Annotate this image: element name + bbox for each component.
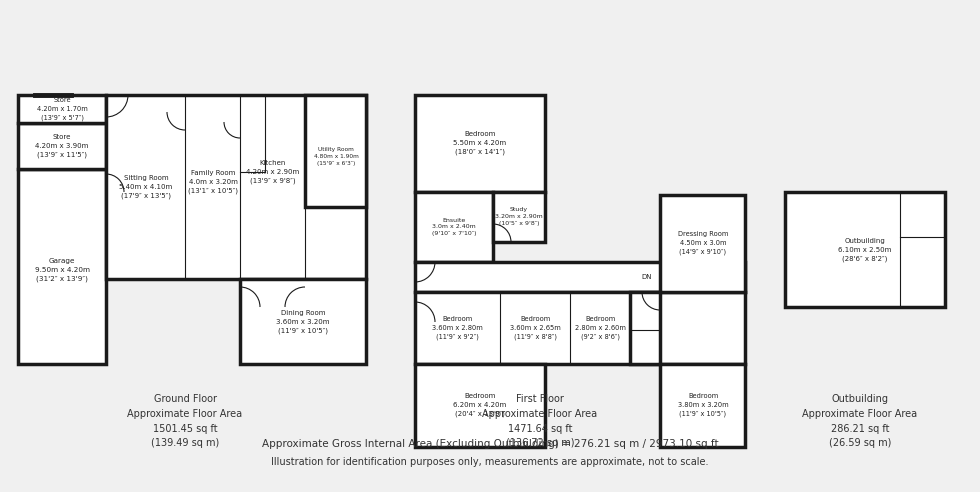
Bar: [415, 364, 545, 447]
Text: Kitchen
4.20m x 2.90m
(13'9″ x 9'8″): Kitchen 4.20m x 2.90m (13'9″ x 9'8″): [246, 160, 300, 184]
Bar: [106, 95, 366, 279]
Bar: [18, 95, 106, 123]
Text: Dining Room
3.60m x 3.20m
(11'9″ x 10'5″): Dining Room 3.60m x 3.20m (11'9″ x 10'5″…: [276, 310, 329, 334]
Text: Dressing Room
4.50m x 3.0m
(14'9″ x 9'10″): Dressing Room 4.50m x 3.0m (14'9″ x 9'10…: [678, 231, 728, 255]
Bar: [415, 95, 545, 192]
Text: Bedroom
3.60m x 2.65m
(11'9″ x 8'8″): Bedroom 3.60m x 2.65m (11'9″ x 8'8″): [510, 316, 561, 340]
Text: Bedroom
2.80m x 2.60m
(9'2″ x 8'6″): Bedroom 2.80m x 2.60m (9'2″ x 8'6″): [574, 316, 625, 340]
Text: Bedroom
6.20m x 4.20m
(20'4″ x 13'9″): Bedroom 6.20m x 4.20m (20'4″ x 13'9″): [454, 393, 507, 417]
Bar: [660, 195, 745, 292]
Bar: [415, 192, 493, 262]
Bar: [660, 364, 745, 447]
Text: Approximate Gross Internal Area (Excluding Outbuilding) = 276.21 sq m / 2973.10 : Approximate Gross Internal Area (Excludi…: [262, 439, 718, 449]
Text: Ground Floor
Approximate Floor Area
1501.45 sq ft
(139.49 sq m): Ground Floor Approximate Floor Area 1501…: [127, 394, 243, 448]
Bar: [415, 262, 745, 292]
Text: Family Room
4.0m x 3.20m
(13'1″ x 10'5″): Family Room 4.0m x 3.20m (13'1″ x 10'5″): [188, 170, 238, 194]
Text: Ensuite
3.0m x 2.40m
(9'10″ x 7'10″): Ensuite 3.0m x 2.40m (9'10″ x 7'10″): [432, 217, 476, 237]
Text: First Floor
Approximate Floor Area
1471.64 sq ft
(136.72 sq m): First Floor Approximate Floor Area 1471.…: [482, 394, 598, 448]
Text: Bedroom
5.50m x 4.20m
(18'0″ x 14'1″): Bedroom 5.50m x 4.20m (18'0″ x 14'1″): [454, 131, 507, 155]
Bar: [18, 169, 106, 364]
Text: Garage
9.50m x 4.20m
(31'2″ x 13'9″): Garage 9.50m x 4.20m (31'2″ x 13'9″): [34, 258, 89, 282]
Text: Outbuilding
Approximate Floor Area
286.21 sq ft
(26.59 sq m): Outbuilding Approximate Floor Area 286.2…: [803, 394, 917, 448]
Text: DN: DN: [642, 274, 653, 280]
Text: Outbuilding
6.10m x 2.50m
(28'6″ x 8'2″): Outbuilding 6.10m x 2.50m (28'6″ x 8'2″): [838, 238, 892, 262]
Text: Utility Room
4.80m x 1.90m
(15'9″ x 6'3″): Utility Room 4.80m x 1.90m (15'9″ x 6'3″…: [314, 148, 359, 166]
Text: Store
4.20m x 1.70m
(13'9″ x 5'7″): Store 4.20m x 1.70m (13'9″ x 5'7″): [36, 97, 87, 121]
Bar: [630, 292, 660, 364]
Text: Illustration for identification purposes only, measurements are approximate, not: Illustration for identification purposes…: [271, 457, 709, 467]
Bar: [18, 123, 106, 169]
Bar: [785, 192, 945, 307]
Text: Bedroom
3.60m x 2.80m
(11'9″ x 9'2″): Bedroom 3.60m x 2.80m (11'9″ x 9'2″): [431, 316, 482, 340]
Bar: [415, 292, 745, 364]
Text: Sitting Room
5.40m x 4.10m
(17'9″ x 13'5″): Sitting Room 5.40m x 4.10m (17'9″ x 13'5…: [120, 175, 172, 199]
Text: Store
4.20m x 3.90m
(13'9″ x 11'5″): Store 4.20m x 3.90m (13'9″ x 11'5″): [35, 134, 88, 158]
Bar: [493, 192, 545, 242]
Bar: [305, 95, 366, 207]
Text: Study
3.20m x 2.90m
(10'5″ x 9'8″): Study 3.20m x 2.90m (10'5″ x 9'8″): [495, 208, 543, 226]
Bar: [240, 279, 366, 364]
Text: Bedroom
3.80m x 3.20m
(11'9″ x 10'5″): Bedroom 3.80m x 3.20m (11'9″ x 10'5″): [678, 393, 728, 417]
